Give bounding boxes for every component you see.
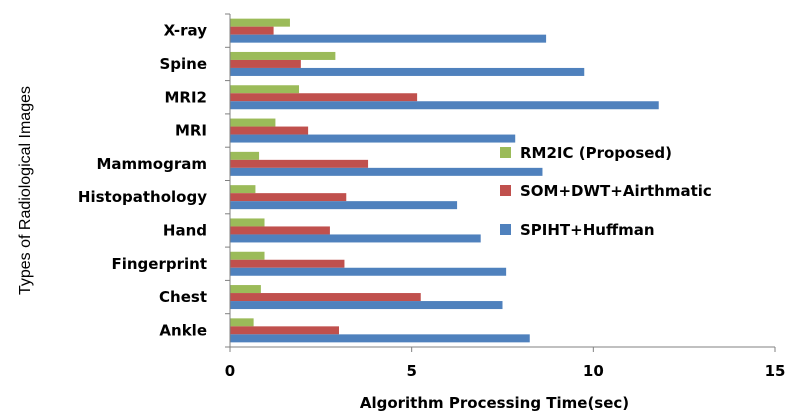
legend-label: RM2IC (Proposed) <box>520 144 672 162</box>
bar-x-ray-rm2ic-proposed <box>230 18 290 27</box>
y-axis-title: Types of Radiological Images <box>17 86 34 295</box>
bar-mri-spiht-huffman <box>230 134 516 143</box>
category-label: Chest <box>159 288 207 306</box>
bar-spine-rm2ic-proposed <box>230 51 336 60</box>
bars-group <box>230 18 659 343</box>
legend: RM2IC (Proposed) SOM+DWT+Airthmatic SPIHT+… <box>500 144 712 239</box>
x-tick-label: 15 <box>765 362 786 380</box>
bar-mammogram-som-dwt-airthmatic <box>230 159 369 168</box>
bar-mri2-som-dwt-airthmatic <box>230 93 418 102</box>
legend-swatch-som-dwt-airthmatic <box>500 185 511 196</box>
bar-spine-som-dwt-airthmatic <box>230 59 301 68</box>
bar-hand-som-dwt-airthmatic <box>230 226 330 235</box>
x-tick-label: 5 <box>406 362 416 380</box>
bar-mri-som-dwt-airthmatic <box>230 126 309 135</box>
bar-histopathology-rm2ic-proposed <box>230 185 256 194</box>
bar-chest-rm2ic-proposed <box>230 285 261 294</box>
category-labels: X-ray Spine MRI2 MRI Mammogram Histopathology… <box>78 22 207 340</box>
category-label: Hand <box>163 221 207 239</box>
bar-histopathology-spiht-huffman <box>230 201 458 210</box>
bar-x-ray-spiht-huffman <box>230 34 547 43</box>
bar-hand-rm2ic-proposed <box>230 218 265 227</box>
category-label: Fingerprint <box>111 255 207 273</box>
bar-fingerprint-rm2ic-proposed <box>230 251 265 260</box>
x-tick-labels: 0 5 10 15 <box>225 362 786 380</box>
legend-label: SOM+DWT+Airthmatic <box>520 182 712 200</box>
legend-swatch-spiht-huffman <box>500 224 511 235</box>
axes-group <box>225 13 776 352</box>
x-axis-title: Algorithm Processing Time(sec) <box>360 394 629 412</box>
bar-mri2-spiht-huffman <box>230 101 659 110</box>
bar-mri2-rm2ic-proposed <box>230 85 300 94</box>
bar-fingerprint-spiht-huffman <box>230 267 507 276</box>
bar-spine-spiht-huffman <box>230 67 585 76</box>
category-label: Ankle <box>159 321 207 339</box>
bar-x-ray-som-dwt-airthmatic <box>230 26 274 35</box>
category-label: MRI2 <box>165 88 208 106</box>
legend-swatch-rm2ic-proposed <box>500 147 511 158</box>
category-label: Spine <box>159 55 207 73</box>
bar-fingerprint-som-dwt-airthmatic <box>230 259 345 268</box>
bar-mri-rm2ic-proposed <box>230 118 276 127</box>
category-label: MRI <box>175 122 207 140</box>
bar-histopathology-som-dwt-airthmatic <box>230 193 347 202</box>
x-tick-label: 10 <box>583 362 604 380</box>
bar-ankle-rm2ic-proposed <box>230 318 254 327</box>
category-label: Mammogram <box>96 155 207 173</box>
legend-label: SPIHT+Huffman <box>520 221 655 239</box>
category-label: X-ray <box>164 22 208 40</box>
category-label: Histopathology <box>78 188 207 206</box>
bar-chest-spiht-huffman <box>230 301 503 310</box>
bar-chest-som-dwt-airthmatic <box>230 293 421 302</box>
x-tick-label: 0 <box>225 362 235 380</box>
bar-mammogram-rm2ic-proposed <box>230 151 260 160</box>
bar-hand-spiht-huffman <box>230 234 481 243</box>
bar-mammogram-spiht-huffman <box>230 167 543 176</box>
bar-ankle-spiht-huffman <box>230 334 530 343</box>
bar-ankle-som-dwt-airthmatic <box>230 326 339 335</box>
